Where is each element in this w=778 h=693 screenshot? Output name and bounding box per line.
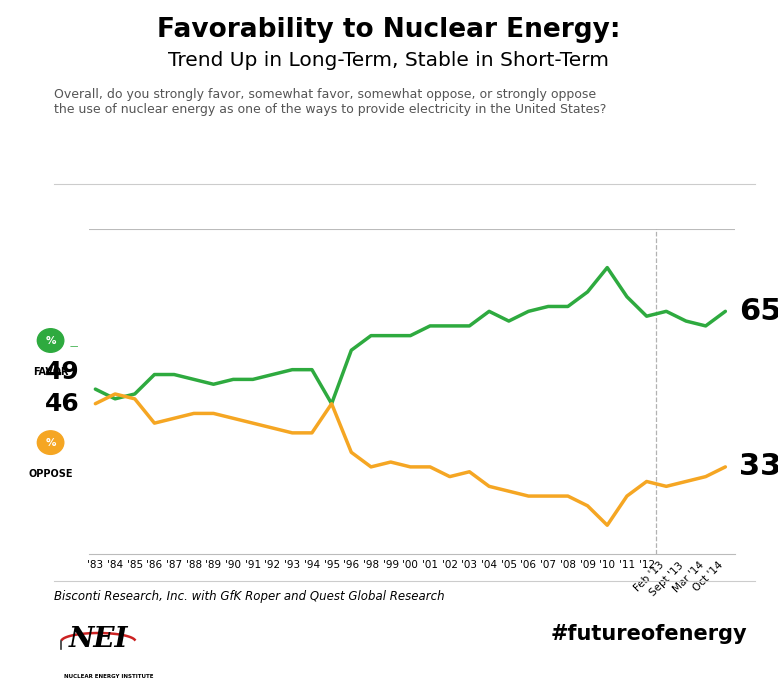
Text: Overall, do you strongly favor, somewhat favor, somewhat oppose, or strongly opp: Overall, do you strongly favor, somewhat…	[54, 88, 607, 116]
Text: %: %	[45, 437, 56, 448]
Text: Bisconti Research, Inc. with GfK Roper and Quest Global Research: Bisconti Research, Inc. with GfK Roper a…	[54, 590, 445, 604]
Text: Favorability to Nuclear Energy:: Favorability to Nuclear Energy:	[157, 17, 621, 44]
Text: 65: 65	[739, 297, 778, 326]
Text: 33: 33	[739, 453, 778, 482]
Text: 49: 49	[45, 360, 79, 384]
Text: #futureofenergy: #futureofenergy	[550, 624, 747, 644]
Text: OPPOSE: OPPOSE	[28, 469, 73, 479]
Text: NUCLEAR ENERGY INSTITUTE: NUCLEAR ENERGY INSTITUTE	[64, 674, 154, 678]
Text: —: —	[70, 342, 79, 351]
Text: 46: 46	[45, 392, 79, 416]
Text: FAVOR: FAVOR	[33, 367, 68, 377]
Text: Trend Up in Long-Term, Stable in Short-Term: Trend Up in Long-Term, Stable in Short-T…	[169, 51, 609, 70]
Text: NEI: NEI	[68, 626, 128, 653]
Text: %: %	[45, 335, 56, 346]
